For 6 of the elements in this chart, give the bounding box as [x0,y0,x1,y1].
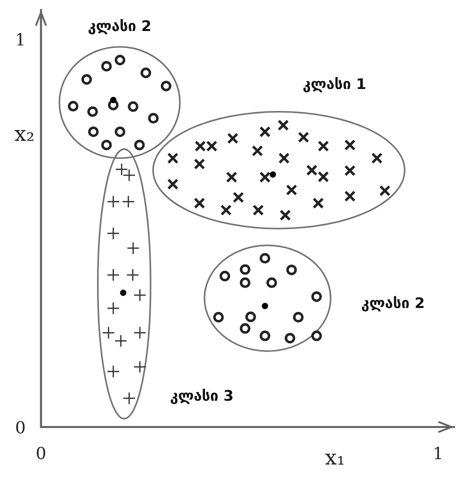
text: კლასი 3 [170,388,232,404]
text: კლასი 1 [303,77,366,92]
text: კლასი 2 [88,19,150,34]
y-axis-title: x₂ [14,130,34,141]
x-axis-title: x₁ [325,454,344,465]
text: კლასი 2 [362,296,424,312]
